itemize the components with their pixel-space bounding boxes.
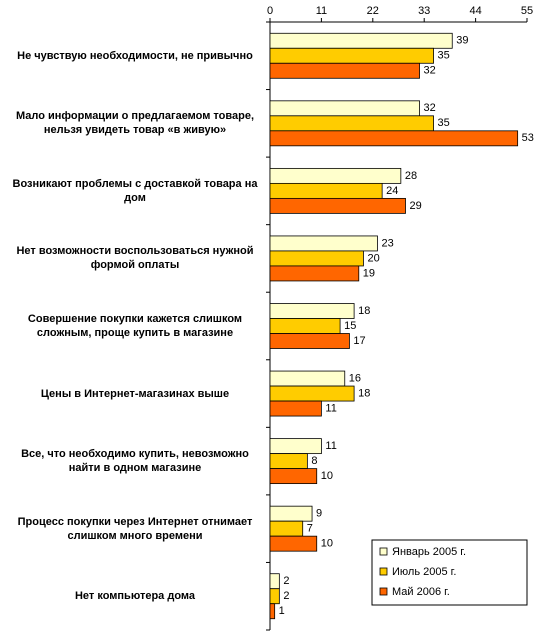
value-label: 35 [438,50,450,62]
category-label: Совершение покупки кажется слишком сложн… [27,313,243,339]
category-label: Все, что необходимо купить, невозможно н… [21,448,249,475]
bar [269,197,406,214]
legend-label: Июль 2005 г. [392,566,456,578]
legend-box [371,539,528,606]
bar [269,32,453,49]
bar [269,468,318,485]
bar [269,100,420,117]
bar [269,573,280,590]
value-label: 32 [424,65,436,77]
value-label: 9 [316,508,322,520]
value-label: 17 [353,335,365,347]
bar [269,385,355,402]
bar [269,535,318,552]
value-label: 7 [307,523,313,535]
x-tick-label: 11 [316,5,327,17]
value-label: 19 [363,267,375,279]
x-tick-label: 22 [367,5,379,17]
category-label: Нет возможности воспользоваться нужной ф… [16,245,254,272]
bar [269,453,308,470]
bar [269,438,322,455]
legend-swatch [379,567,388,576]
value-label: 28 [405,170,417,182]
value-label: 16 [349,372,361,384]
bar [269,505,313,522]
x-tick-label: 0 [267,5,273,17]
value-label: 11 [325,440,336,452]
bar [269,265,360,282]
value-label: 39 [456,35,468,47]
category-label: Не чувствую необходимости, не привычно [17,49,253,62]
bar [269,588,280,605]
value-label: 32 [424,102,436,114]
value-label: 18 [358,387,370,399]
bar [269,47,434,64]
bar [269,603,276,620]
category-label: Возникают проблемы с доставкой товара на… [12,177,258,204]
bar [269,235,378,252]
bar [269,333,350,349]
legend-label: Май 2006 г. [392,586,450,598]
value-label: 2 [283,590,289,602]
category-label: Процесс покупки через Интернет отнимает … [17,515,253,542]
x-tick-label: 44 [469,5,481,17]
bar [269,318,341,334]
bar [269,167,402,184]
value-label: 8 [311,455,317,467]
bar [269,115,434,132]
x-tick-label: 55 [521,5,533,17]
bar [269,130,519,147]
value-label: 11 [325,402,336,414]
value-label: 10 [321,470,333,482]
bar [269,250,364,267]
value-label: 53 [522,132,534,144]
legend-label: Январь 2005 г. [392,546,466,558]
value-label: 2 [283,575,289,587]
value-label: 29 [410,200,422,212]
x-tick-label: 33 [418,5,430,17]
legend-swatch [379,587,388,596]
category-label: Нет компьютера дома [74,590,196,603]
bar [269,303,355,319]
value-label: 1 [279,605,285,617]
bar [269,400,322,417]
category-label: Цены в Интернет-магазинах выше [40,387,230,400]
bar [269,182,383,199]
value-label: 10 [321,538,333,550]
value-label: 24 [386,185,398,197]
bar [269,370,346,387]
bar [269,520,304,537]
value-label: 23 [381,237,393,249]
value-label: 15 [344,320,356,332]
bar [269,62,420,79]
legend-swatch [379,547,388,556]
category-label: Мало информации о предлагаемом товаре, н… [15,110,255,137]
value-label: 35 [438,117,450,129]
value-label: 20 [367,252,379,264]
value-label: 18 [358,305,370,317]
